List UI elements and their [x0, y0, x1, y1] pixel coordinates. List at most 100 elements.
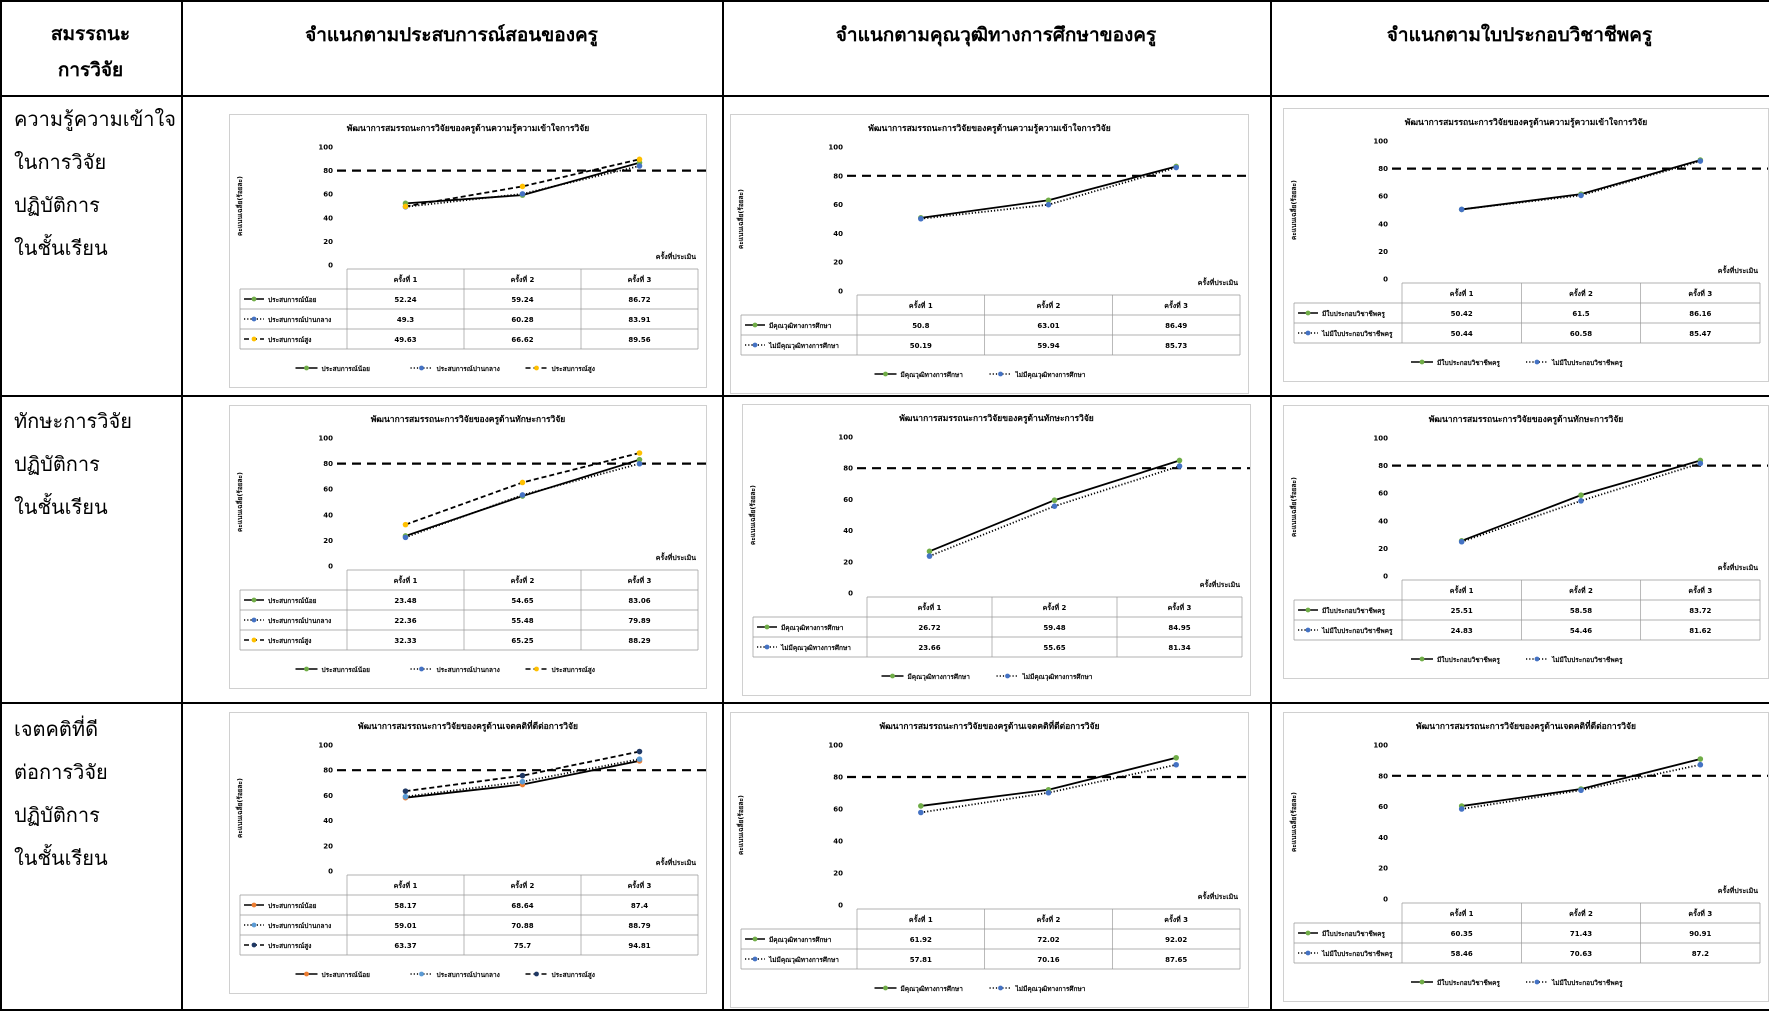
data-point: [1578, 492, 1584, 498]
legend-entry: ประสบการณ์น้อย: [322, 665, 371, 674]
x-tick-label: ครั้งที่ 3: [1688, 907, 1712, 918]
chart-title: พัฒนาการสมรรถนะการวิจัยของครูด้านเจตคติท…: [1416, 719, 1636, 732]
data-label: 32.33: [394, 637, 416, 645]
y-tick-label: 0: [1383, 573, 1388, 581]
chart-panel: พัฒนาการสมรรถนะการวิจัยของครูด้านเจตคติท…: [229, 712, 707, 994]
legend-entry: มีใบประกอบวิชาชีพครู: [1437, 358, 1500, 368]
data-table: ครั้งที่ 1 ครั้งที่ 2 ครั้งที่ 3 ประสบการณ์…: [239, 268, 699, 350]
series-line: [920, 756, 1177, 807]
y-axis-label: คะแนนเฉลี่ย(ร้อยละ): [234, 176, 244, 236]
data-label: 92.02: [1165, 936, 1187, 944]
legend-swatch-marker: [1305, 950, 1311, 956]
legend: มีใบประกอบวิชาชีพครู ไม่มีใบประกอบวิชาชีพ…: [1411, 978, 1623, 988]
series-name: มีคุณวุฒิทางการศึกษา: [769, 936, 832, 944]
x-tick-label: ครั้งที่ 2: [511, 879, 535, 890]
y-tick-label: 0: [328, 868, 333, 876]
chart-title: พัฒนาการสมรรถนะการวิจัยของครูด้านทักษะกา…: [899, 413, 1094, 424]
legend-entry: ประสบการณ์ปานกลาง: [437, 666, 500, 674]
data-point: [1051, 497, 1058, 504]
series-name: มีใบประกอบวิชาชีพครู: [1322, 606, 1385, 616]
y-tick-label: 80: [1378, 165, 1388, 173]
y-tick-label: 40: [323, 817, 333, 825]
legend-entry: ประสบการณ์น้อย: [322, 970, 371, 979]
legend-swatch-marker: [534, 666, 539, 672]
row-label-knowledge: ความรู้ความเข้าใจ ในการวิจัย ปฏิบัติการ …: [14, 98, 176, 270]
y-tick-label: 60: [323, 191, 333, 199]
series-name: ประสบการณ์ปานกลาง: [268, 617, 331, 625]
row-label-line: เจตคติที่ดี: [14, 717, 99, 741]
x-axis-label: ครั้งที่ประเมิน: [1718, 561, 1758, 572]
row-label-line: ปฏิบัติการ: [14, 803, 100, 827]
header-experience: จำแนกตามประสบการณ์สอนของครู: [305, 24, 598, 46]
y-tick-label: 20: [323, 842, 333, 850]
legend-swatch-marker: [764, 624, 770, 630]
table-border: [0, 1009, 1769, 1011]
x-tick-label: ครั้งที่ 3: [1164, 299, 1188, 310]
legend-swatch-marker: [752, 956, 758, 962]
line-chart: พัฒนาการสมรรถนะการวิจัยของครูด้านเจตคติท…: [1288, 719, 1768, 988]
chart-panel: พัฒนาการสมรรถนะการวิจัยของครูด้านเจตคติท…: [1283, 712, 1769, 1002]
legend: มีใบประกอบวิชาชีพครู ไม่มีใบประกอบวิชาชีพ…: [1411, 655, 1623, 665]
data-point: [1458, 806, 1465, 812]
row-label-line: ปฏิบัติการ: [14, 452, 100, 476]
data-label: 24.83: [1451, 627, 1473, 635]
series-line: [1461, 159, 1701, 211]
y-tick-label: 40: [323, 214, 333, 222]
y-tick-label: 100: [828, 742, 843, 750]
x-tick-label: ครั้งที่ 2: [511, 574, 535, 585]
data-label: 90.91: [1689, 930, 1711, 938]
y-tick-label: 40: [833, 838, 843, 846]
legend: มีคุณวุฒิทางการศึกษา ไม่มีคุณวุฒิทางการศึ…: [874, 984, 1086, 993]
y-tick-label: 20: [1378, 865, 1388, 873]
legend-entry: ประสบการณ์ปานกลาง: [437, 365, 500, 373]
data-label: 87.4: [631, 902, 648, 910]
legend-swatch-marker: [1305, 310, 1311, 316]
series-line: [920, 165, 1177, 219]
data-label: 70.63: [1570, 950, 1592, 958]
data-point: [636, 456, 643, 463]
legend-swatch-marker: [1534, 359, 1540, 365]
line-chart: พัฒนาการสมรรถนะการวิจัยของครูด้านทักษะกา…: [747, 413, 1250, 681]
table-border: [0, 0, 1769, 2]
legend-entry: ไม่มีคุณวุฒิทางการศึกษา: [1015, 370, 1086, 379]
legend-swatch-marker: [419, 365, 424, 371]
data-label: 60.58: [1570, 330, 1592, 338]
y-tick-label: 0: [1383, 896, 1388, 904]
legend-entry: มีคุณวุฒิทางการศึกษา: [901, 985, 964, 993]
chart-panel: พัฒนาการสมรรถนะการวิจัยของครูด้านทักษะกา…: [1283, 405, 1769, 679]
data-label: 55.48: [511, 617, 533, 625]
legend-swatch-marker: [251, 922, 257, 928]
header-qualification: จำแนกตามคุณวุฒิทางการศึกษาของครู: [835, 24, 1157, 46]
line-chart: พัฒนาการสมรรถนะการวิจัยของครูด้านความรู้…: [234, 123, 706, 374]
chart-title: พัฒนาการสมรรถนะการวิจัยของครูด้านความรู้…: [1405, 117, 1648, 128]
legend-swatch-marker: [304, 666, 309, 672]
data-point: [1578, 192, 1584, 199]
y-axis-label: คะแนนเฉลี่ย(ร้อยละ): [747, 485, 757, 545]
header-license: จำแนกตามใบประกอบวิชาชีพครู: [1386, 24, 1653, 46]
legend-entry: ประสบการณ์น้อย: [322, 364, 371, 373]
series-line: [405, 158, 640, 208]
x-tick-label: ครั้งที่ 1: [1450, 907, 1474, 918]
data-table: ครั้งที่ 1 ครั้งที่ 2 ครั้งที่ 3 ประสบการณ์…: [239, 569, 699, 651]
legend-swatch-marker: [251, 617, 257, 623]
data-point: [1045, 201, 1052, 208]
data-label: 60.35: [1451, 930, 1473, 938]
legend-swatch-marker: [998, 371, 1003, 377]
chart-title: พัฒนาการสมรรถนะการวิจัยของครูด้านทักษะกา…: [1429, 414, 1624, 425]
legend-swatch-marker: [883, 985, 888, 991]
data-label: 57.81: [910, 956, 932, 964]
data-label: 50.19: [910, 342, 932, 350]
data-point: [1176, 457, 1183, 464]
x-tick-label: ครั้งที่ 1: [394, 574, 418, 585]
data-point: [918, 809, 924, 816]
chart-title: พัฒนาการสมรรถนะการวิจัยของครูด้านทักษะกา…: [371, 414, 566, 425]
data-point: [1045, 197, 1052, 204]
data-table: ครั้งที่ 1 ครั้งที่ 2 ครั้งที่ 3 มีใบประกอบ…: [1293, 282, 1761, 344]
legend-swatch-marker: [251, 336, 257, 342]
y-axis-label: คะแนนเฉลี่ย(ร้อยละ): [1288, 180, 1298, 240]
data-table: ครั้งที่ 1 ครั้งที่ 2 ครั้งที่ 3 มีคุณวุฒิท…: [740, 908, 1241, 970]
x-tick-label: ครั้งที่ 1: [918, 601, 942, 612]
data-point: [926, 548, 933, 555]
y-tick-label: 40: [843, 527, 853, 535]
legend-entry: ประสบการณ์สูง: [552, 365, 595, 374]
